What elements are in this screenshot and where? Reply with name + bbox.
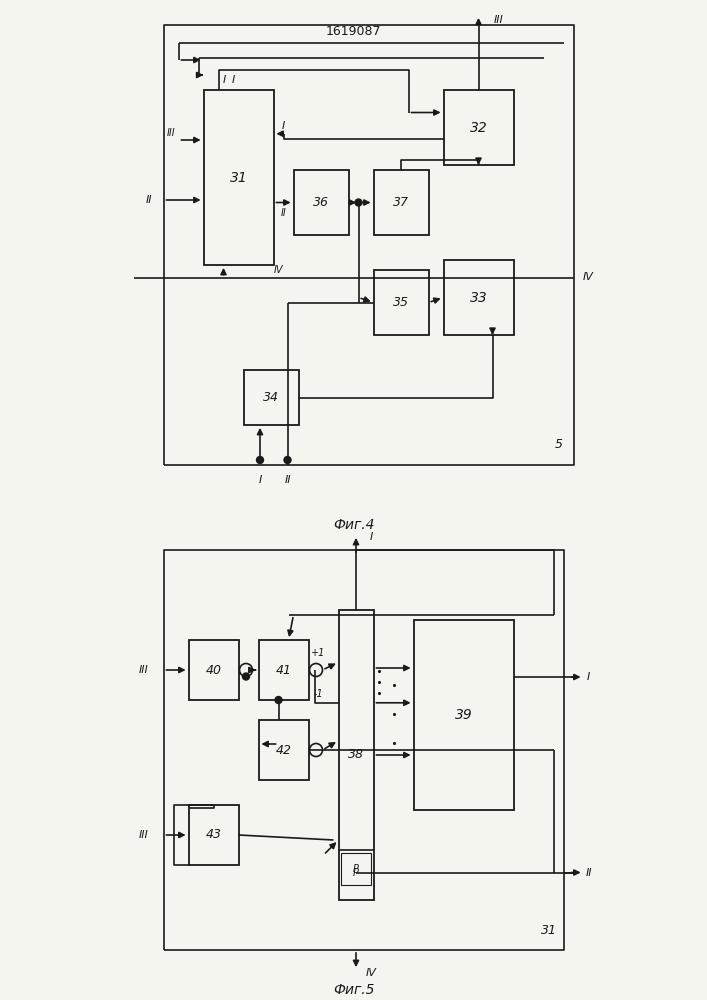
Text: 1619087: 1619087 bbox=[326, 25, 381, 38]
Bar bbox=[189, 805, 238, 865]
Text: II: II bbox=[585, 867, 592, 878]
Text: Фиг.5: Фиг.5 bbox=[333, 983, 374, 997]
Text: 34: 34 bbox=[263, 391, 279, 404]
Text: 37: 37 bbox=[393, 196, 409, 209]
Bar bbox=[373, 170, 428, 235]
Text: 40: 40 bbox=[206, 664, 221, 677]
Text: 32: 32 bbox=[469, 120, 487, 134]
Bar bbox=[341, 852, 371, 885]
Bar bbox=[259, 640, 308, 700]
Text: I: I bbox=[223, 75, 226, 85]
Bar bbox=[373, 270, 428, 335]
Bar bbox=[339, 610, 373, 900]
Text: 35: 35 bbox=[393, 296, 409, 309]
Text: +1: +1 bbox=[311, 648, 326, 658]
Text: Фиг.4: Фиг.4 bbox=[333, 518, 374, 532]
Text: P: P bbox=[353, 863, 359, 874]
Text: 33: 33 bbox=[469, 290, 487, 304]
Text: 42: 42 bbox=[276, 744, 291, 756]
Circle shape bbox=[275, 696, 282, 704]
Text: IV: IV bbox=[366, 968, 376, 978]
Text: II: II bbox=[145, 195, 152, 205]
Text: I: I bbox=[232, 75, 235, 85]
Bar bbox=[259, 720, 308, 780]
Text: 31: 31 bbox=[540, 924, 556, 936]
Text: 36: 36 bbox=[313, 196, 329, 209]
Circle shape bbox=[243, 673, 250, 680]
Text: III: III bbox=[167, 127, 175, 137]
Text: III: III bbox=[139, 665, 148, 675]
Bar bbox=[189, 640, 238, 700]
Text: -1: -1 bbox=[314, 689, 323, 699]
Text: II: II bbox=[281, 208, 286, 218]
Circle shape bbox=[257, 456, 264, 464]
Bar bbox=[443, 90, 513, 165]
Bar bbox=[204, 90, 274, 265]
Text: IV: IV bbox=[583, 272, 594, 282]
Text: P: P bbox=[353, 867, 359, 878]
Circle shape bbox=[284, 456, 291, 464]
Text: 38: 38 bbox=[348, 748, 364, 762]
Text: I: I bbox=[258, 475, 262, 485]
Circle shape bbox=[355, 199, 362, 206]
Text: I: I bbox=[282, 121, 285, 131]
Text: IV: IV bbox=[274, 265, 284, 275]
Bar bbox=[293, 170, 349, 235]
Text: I: I bbox=[369, 532, 373, 542]
Text: 5: 5 bbox=[554, 438, 563, 452]
Text: III: III bbox=[493, 15, 503, 25]
Text: I: I bbox=[587, 672, 590, 682]
Bar bbox=[414, 620, 513, 810]
Text: 31: 31 bbox=[230, 170, 247, 184]
Bar bbox=[443, 260, 513, 335]
Text: 43: 43 bbox=[206, 828, 221, 842]
Text: II: II bbox=[284, 475, 291, 485]
Text: 41: 41 bbox=[276, 664, 291, 677]
Bar bbox=[243, 370, 298, 425]
Text: 39: 39 bbox=[455, 708, 472, 722]
Text: III: III bbox=[139, 830, 148, 840]
